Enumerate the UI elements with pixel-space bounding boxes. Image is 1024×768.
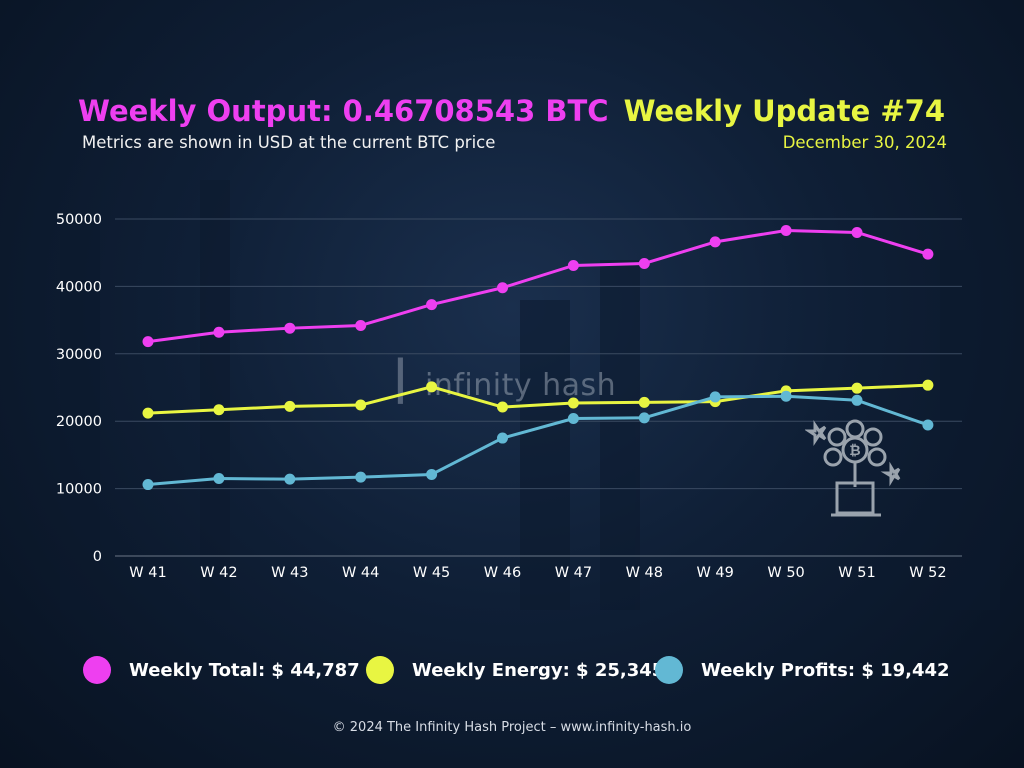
series-line-energy: [147, 383, 928, 415]
data-point-energy: [567, 397, 579, 409]
data-point-total: [567, 260, 579, 272]
data-point-energy: [497, 401, 508, 413]
legend-energy-label: Weekly Energy: $ 25,345: [412, 659, 665, 681]
weekly-line-chart: 0 10000 20000 30000 40000 50000 W 41 W 42 W 43 W …: [56, 212, 962, 581]
y-tick-label: 0: [93, 549, 102, 565]
bitcoin-plant-icon: ₿: [805, 419, 901, 517]
y-tick-label: 10000: [56, 482, 102, 498]
x-tick-label: W 51: [838, 565, 875, 581]
data-point-total: [213, 326, 225, 338]
x-tick-label: W 43: [271, 565, 308, 581]
svg-text:₿: ₿: [849, 443, 860, 459]
x-tick-label: W 48: [626, 565, 663, 581]
data-point-energy: [213, 404, 225, 416]
legend-profits: Weekly Profits: $ 19,442: [655, 652, 950, 688]
data-point-profits: [922, 419, 934, 431]
legend-profits-label: Weekly Profits: $ 19,442: [701, 659, 950, 681]
legend-energy-swatch: [366, 656, 394, 684]
legend-total-swatch: [83, 656, 111, 684]
data-point-profits: [284, 473, 296, 485]
series-line-profits: [147, 394, 929, 487]
data-point-profits: [142, 479, 154, 491]
x-tick-label: W 52: [909, 565, 946, 581]
x-tick-label: W 46: [484, 565, 521, 581]
data-point-energy: [355, 399, 367, 411]
metrics-subtitle: Metrics are shown in USD at the current …: [82, 133, 496, 152]
data-point-total: [355, 319, 367, 331]
legend-total-label: Weekly Total: $ 44,787: [129, 659, 360, 681]
x-tick-label: W 45: [413, 565, 450, 581]
data-point-energy: [922, 379, 934, 391]
data-point-total: [142, 336, 154, 348]
data-point-total: [851, 226, 863, 238]
x-tick-label: W 42: [200, 565, 237, 581]
data-point-profits: [709, 391, 721, 403]
weekly-update-title: Weekly Update #74: [623, 94, 945, 128]
data-point-total: [426, 299, 438, 311]
data-point-total: [284, 322, 296, 334]
series-line-total: [147, 228, 929, 344]
update-date: December 30, 2024: [782, 133, 947, 152]
legend-profits-swatch: [655, 656, 683, 684]
x-tick-label: W 50: [767, 565, 804, 581]
data-point-energy: [284, 400, 296, 412]
infinity-hash-watermark: infinity hash: [425, 368, 617, 403]
infinity-hash-logo-mark: |: [392, 350, 409, 404]
data-point-profits: [780, 390, 792, 402]
y-tick-label: 40000: [56, 279, 102, 295]
data-point-profits: [567, 413, 579, 425]
footer-copyright: © 2024 The Infinity Hash Project – www.i…: [332, 720, 692, 735]
data-point-total: [638, 257, 650, 269]
x-tick-label: W 41: [129, 565, 166, 581]
data-point-profits: [497, 432, 508, 444]
data-point-profits: [213, 472, 225, 484]
data-point-profits: [851, 394, 863, 406]
data-point-energy: [638, 396, 650, 408]
data-point-total: [922, 248, 934, 260]
y-tick-label: 30000: [56, 347, 102, 363]
data-point-profits: [355, 471, 367, 483]
data-point-profits: [426, 468, 438, 480]
legend-energy: Weekly Energy: $ 25,345: [366, 652, 664, 688]
x-tick-label: W 44: [342, 565, 379, 581]
data-point-energy: [851, 382, 863, 394]
weekly-output-title: Weekly Output: 0.46708543 BTC: [78, 94, 609, 128]
data-point-profits: [638, 412, 650, 424]
data-point-total: [709, 236, 721, 248]
legend-total: Weekly Total: $ 44,787: [83, 652, 360, 688]
x-tick-label: W 47: [555, 565, 592, 581]
data-point-total: [780, 224, 792, 236]
data-point-total: [497, 282, 508, 294]
y-tick-label: 50000: [56, 212, 102, 228]
x-tick-label: W 49: [696, 565, 733, 581]
y-tick-label: 20000: [56, 414, 102, 430]
data-point-energy: [426, 381, 438, 393]
data-point-energy: [142, 407, 154, 419]
